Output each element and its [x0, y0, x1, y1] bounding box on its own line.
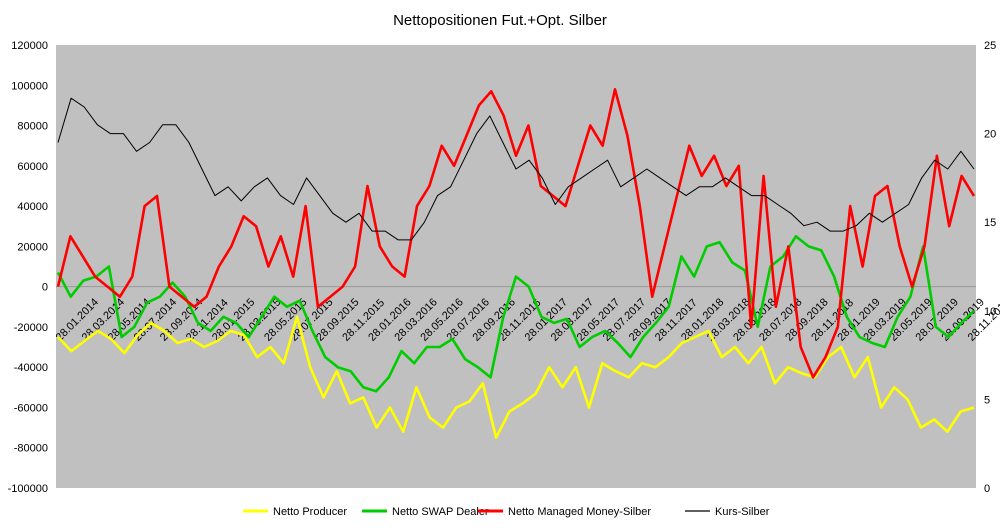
series-layer [56, 88, 976, 440]
y-left-tick-label: 60000 [17, 161, 48, 173]
series-line [57, 97, 975, 241]
y-right-tick-label: 0 [984, 483, 990, 495]
plot-area [56, 45, 976, 488]
right-axis: 25 20 15 10 5 0 [984, 40, 996, 495]
y-left-tick-label: -80000 [14, 443, 48, 455]
legend-label: Netto Producer [273, 506, 347, 518]
legend-label: Netto SWAP Dealer [392, 506, 489, 518]
series-line [57, 315, 975, 440]
legend: Netto Producer Netto SWAP Dealer Netto Man… [243, 506, 770, 518]
y-left-tick-label: 0 [42, 282, 48, 294]
y-left-tick-label: 20000 [17, 241, 48, 253]
y-right-tick-label: 10 [984, 306, 996, 318]
series-line [56, 88, 976, 379]
y-right-tick-label: 15 [984, 217, 996, 229]
y-left-tick-label: -40000 [14, 362, 48, 374]
y-left-tick-label: 120000 [11, 40, 48, 52]
y-left-tick-label: -100000 [8, 483, 48, 495]
legend-label: Netto Managed Money-Silber [508, 506, 651, 518]
y-right-tick-label: 20 [984, 129, 996, 141]
series-line [56, 235, 975, 393]
y-left-tick-label: 100000 [11, 80, 48, 92]
legend-label: Kurs-Silber [715, 506, 770, 518]
y-left-tick-label: 40000 [17, 201, 48, 213]
chart-title: Nettopositionen Fut.+Opt. Silber [393, 12, 607, 29]
y-right-tick-label: 5 [984, 394, 990, 406]
y-left-tick-label: 80000 [17, 121, 48, 133]
y-left-tick-label: -20000 [14, 322, 48, 334]
y-left-tick-label: -60000 [14, 402, 48, 414]
left-axis: 120000 100000 80000 60000 40000 20000 0 -20000 -… [8, 40, 48, 495]
y-right-tick-label: 25 [984, 40, 996, 52]
